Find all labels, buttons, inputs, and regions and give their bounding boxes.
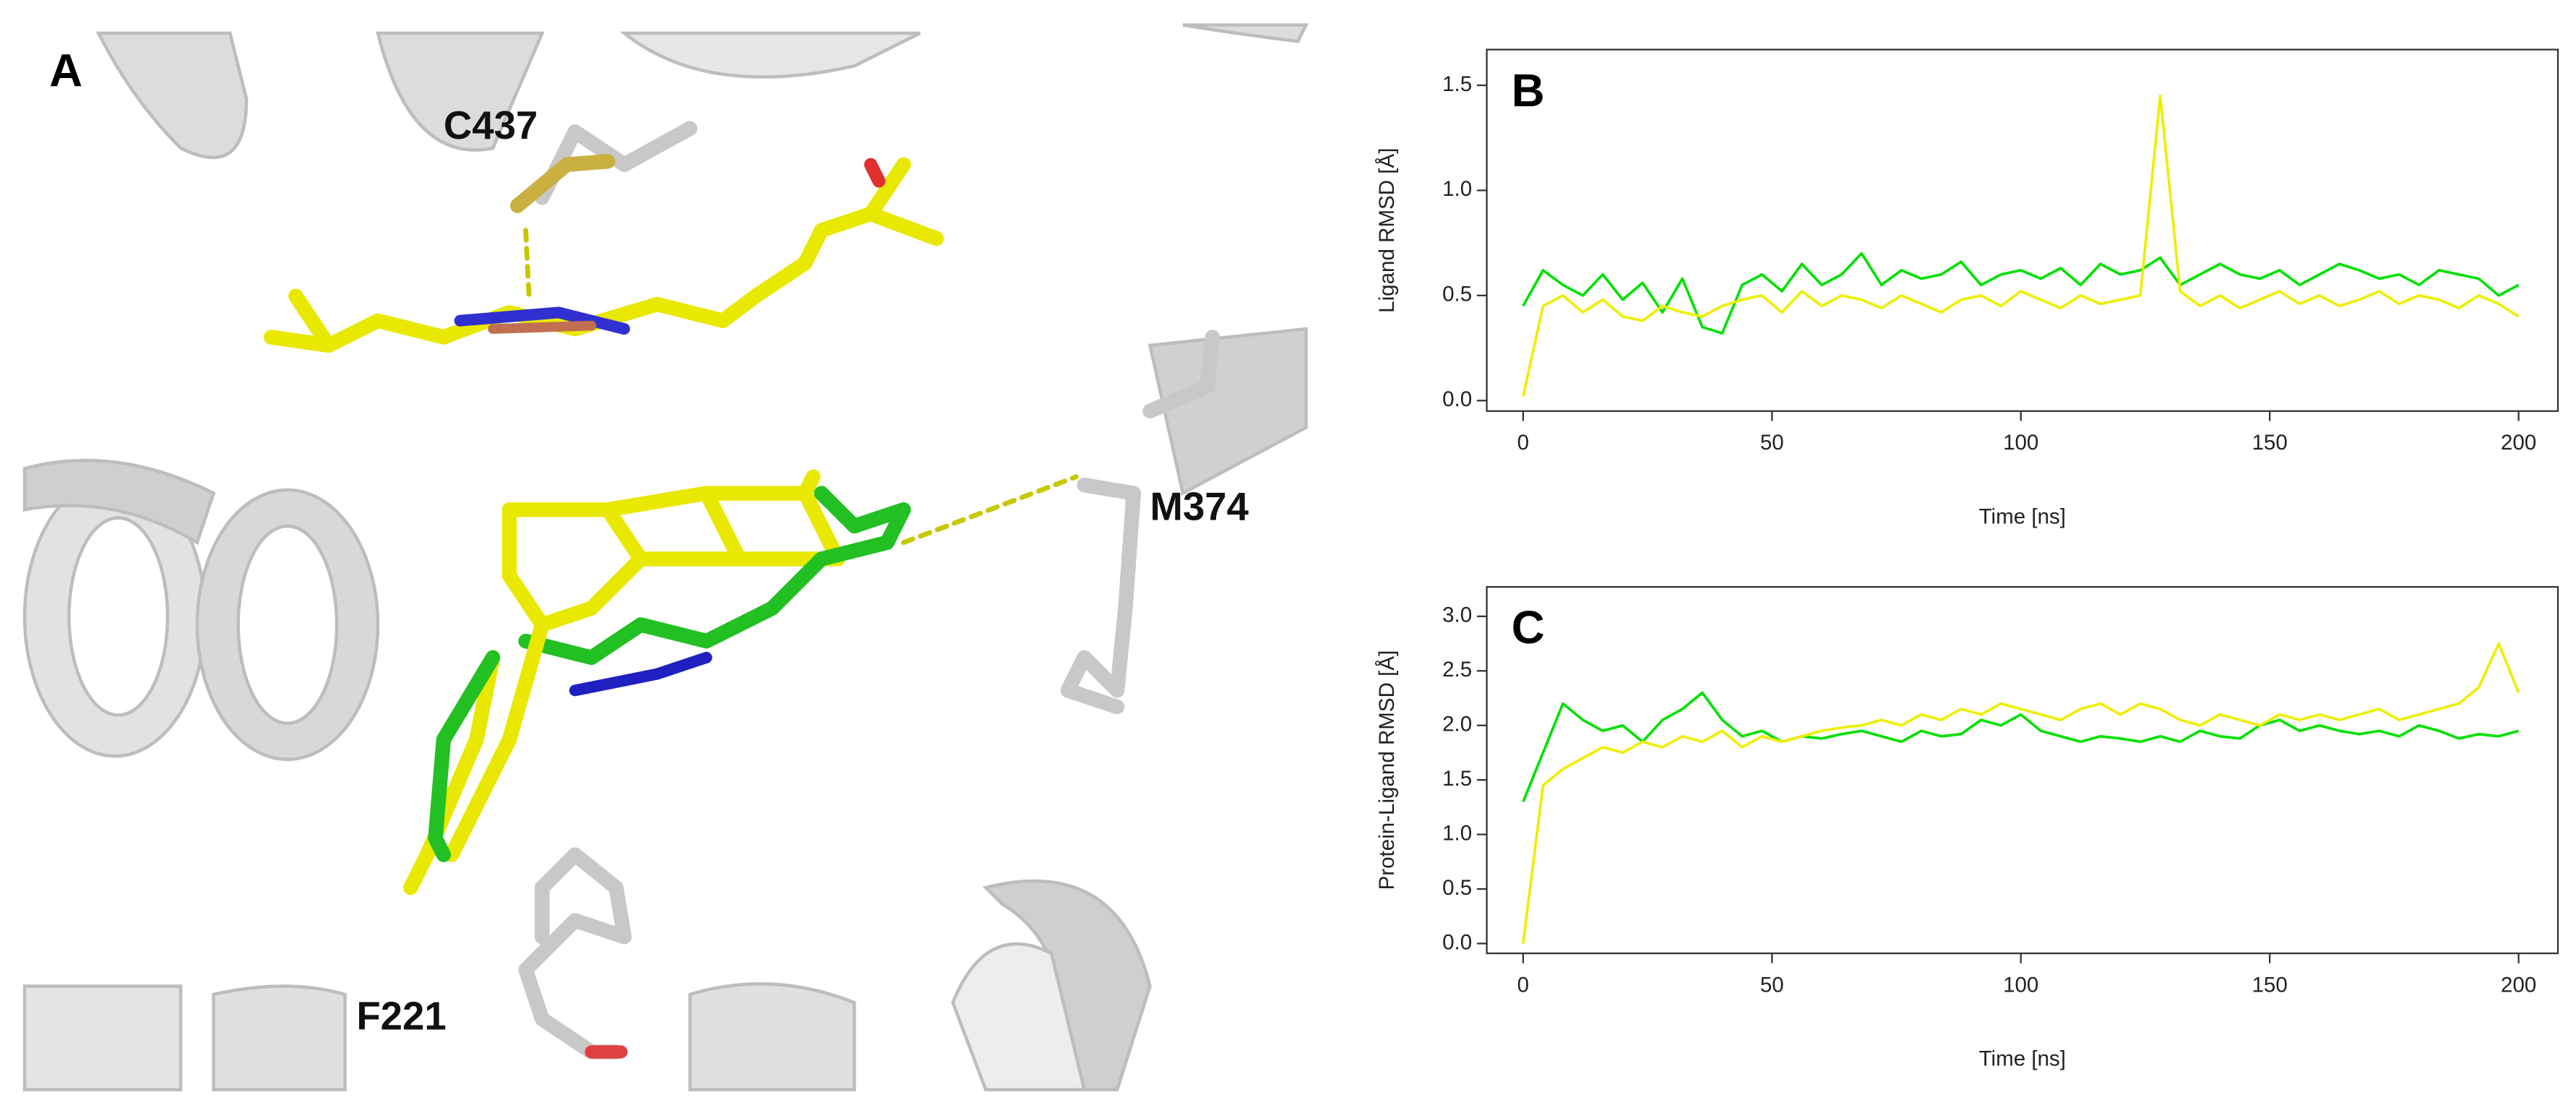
y-tick-label: 0.5	[1442, 283, 1472, 306]
y-axis-title: Ligand RMSD [Å]	[1375, 148, 1399, 313]
x-tick-label: 0	[1517, 973, 1529, 997]
y-tick-label: 2.5	[1442, 658, 1472, 682]
x-tick-label: 50	[1760, 431, 1784, 455]
residue-label: C437	[444, 103, 538, 147]
y-tick-label: 0.5	[1442, 876, 1472, 900]
plot-frame	[1486, 48, 2559, 412]
y-tick-label: 1.0	[1442, 177, 1472, 201]
x-tick-label: 100	[2003, 431, 2038, 455]
data-line	[1522, 691, 2520, 803]
panel-a-render: A C437 M374 F221	[22, 23, 1309, 1092]
y-tick-label: 0.0	[1442, 387, 1472, 411]
y-tick-label: 2.0	[1442, 713, 1472, 736]
x-axis-title: Time [ns]	[1979, 1047, 2066, 1071]
panel-label: C	[1512, 602, 1545, 653]
y-tick-label: 0.0	[1442, 930, 1472, 954]
x-axis-title: Time [ns]	[1979, 504, 2066, 528]
data-line	[1522, 642, 2520, 944]
x-tick-label: 200	[2501, 973, 2536, 997]
y-tick-label: 3.0	[1442, 603, 1472, 627]
x-tick-label: 150	[2252, 973, 2287, 997]
data-line	[1522, 94, 2520, 397]
y-axis-title: Protein-Ligand RMSD [Å]	[1375, 650, 1399, 890]
y-tick-label: 1.5	[1442, 72, 1472, 96]
x-tick-label: 100	[2003, 973, 2038, 997]
x-tick-label: 200	[2501, 431, 2536, 455]
residue-label: F221	[356, 994, 446, 1038]
data-line	[1522, 252, 2520, 335]
plot-frame	[1486, 585, 2559, 955]
residue-label: M374	[1150, 485, 1249, 529]
panel-label: B	[1512, 65, 1545, 116]
x-tick-label: 0	[1517, 431, 1529, 455]
x-tick-label: 150	[2252, 431, 2287, 455]
x-tick-label: 50	[1760, 973, 1784, 997]
y-tick-label: 1.5	[1442, 767, 1472, 791]
panel-label: A	[49, 46, 82, 97]
y-tick-label: 1.0	[1442, 821, 1472, 845]
